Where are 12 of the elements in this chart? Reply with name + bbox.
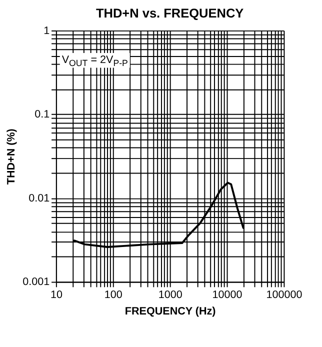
- y-tick-label: 0.001: [22, 276, 50, 288]
- x-tick-label: 1000: [158, 288, 182, 301]
- y-axis-title: THD+N (%): [6, 128, 18, 185]
- x-tick-label: 10000: [212, 288, 242, 301]
- x-tick-label: 10: [50, 288, 62, 301]
- x-tick-label: 100000: [266, 288, 302, 301]
- x-tick-label: 100: [104, 288, 122, 301]
- chart-title: THD+N vs. FREQUENCY: [96, 6, 244, 21]
- x-axis-title: FREQUENCY (Hz): [124, 306, 216, 318]
- y-tick-label: 0.1: [34, 108, 50, 121]
- y-tick-label: 1: [44, 24, 50, 37]
- y-tick-label: 0.01: [28, 192, 50, 204]
